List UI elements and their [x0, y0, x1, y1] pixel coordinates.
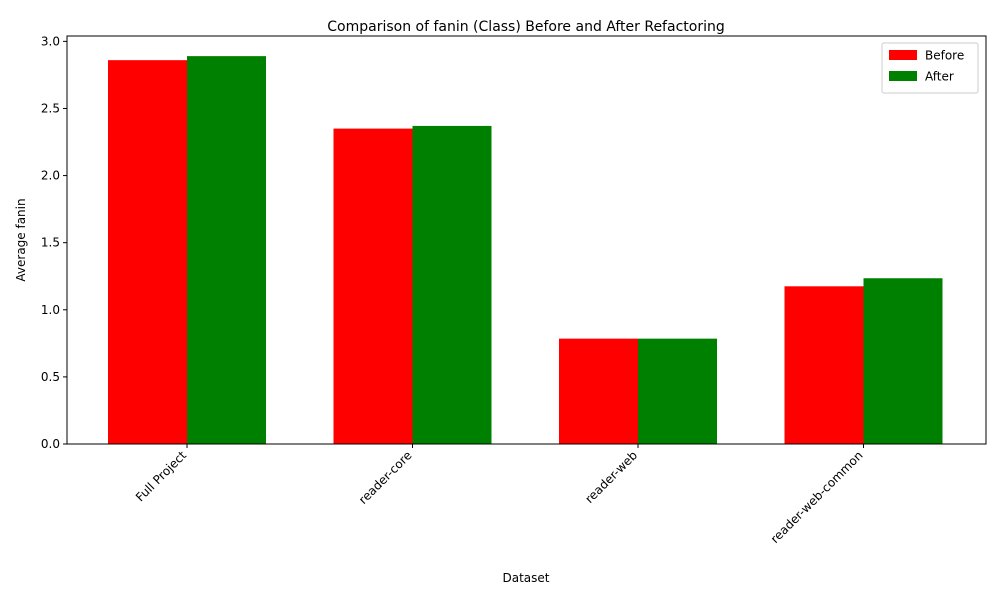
bar-after-reader-web-common	[863, 278, 943, 444]
legend-swatch-after	[889, 71, 917, 81]
y-axis-label: Average fanin	[14, 198, 28, 281]
bar-before-reader-core	[333, 128, 413, 444]
legend-swatch-before	[889, 50, 917, 60]
bars-group	[108, 56, 943, 444]
y-tick-label: 3.0	[41, 34, 60, 48]
x-tick-label: reader-web	[582, 448, 640, 506]
legend-label-before: Before	[925, 49, 964, 63]
bar-after-full-project	[187, 56, 266, 444]
y-axis-ticks: 0.0 0.5 1.0 1.5 2.0 2.5 3.0	[41, 34, 67, 451]
legend: Before After	[881, 42, 979, 94]
y-tick-label: 1.0	[41, 303, 60, 317]
x-tick-label: reader-core	[356, 448, 415, 507]
chart-title: Comparison of fanin (Class) Before and A…	[327, 19, 724, 35]
x-tick-label: Full Project	[133, 448, 189, 504]
bar-before-reader-web-common	[784, 286, 864, 444]
bar-after-reader-core	[412, 125, 492, 444]
y-tick-label: 2.0	[41, 169, 60, 183]
legend-label-after: After	[925, 70, 954, 84]
bar-after-reader-web	[638, 338, 717, 444]
bar-before-reader-web	[559, 338, 638, 444]
plot-frame	[66, 35, 987, 445]
y-tick-label: 1.5	[41, 236, 60, 250]
y-tick-label: 0.0	[41, 437, 60, 451]
x-axis-label: Dataset	[503, 571, 550, 585]
x-tick-label: reader-web-common	[768, 448, 866, 546]
y-tick-label: 2.5	[41, 101, 60, 115]
x-axis-ticks: Full Project reader-core reader-web reader-…	[133, 444, 866, 546]
y-tick-label: 0.5	[41, 370, 60, 384]
bar-before-full-project	[108, 60, 187, 444]
